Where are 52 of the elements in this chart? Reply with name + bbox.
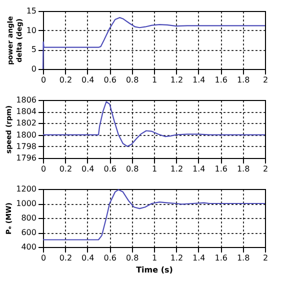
x-tick-label: 0.8: [126, 76, 139, 84]
y-tick-label: 400: [21, 242, 36, 252]
x-tick-label: 1.8: [236, 164, 250, 174]
y-tick-label: 0: [31, 64, 36, 74]
x-tick-label: 0.4: [82, 164, 94, 174]
y-tick-label: 1000: [16, 199, 36, 208]
x-tick-label: 0.6: [104, 254, 116, 262]
x-tick-label: 1.4: [192, 76, 206, 84]
y-tick-label: 1800: [16, 130, 36, 140]
x-tick-label: 1.8: [236, 76, 250, 84]
x-tick-label: 1.2: [170, 254, 184, 262]
y-tick-label: 5: [31, 45, 36, 54]
x-tick-label: 1.8: [236, 254, 250, 262]
x-axis-title: Time (s): [136, 266, 173, 274]
y-tick-label: 1796: [16, 154, 36, 162]
y-tick-label: 1200: [16, 184, 36, 194]
x-tick-label: 1.4: [192, 254, 206, 262]
x-tick-label: 0: [40, 76, 46, 84]
y-tick-label: 600: [21, 228, 36, 237]
x-tick-label: 1.2: [170, 76, 184, 84]
x-tick-label: 1.6: [214, 254, 228, 262]
line-series: [42, 101, 266, 147]
x-tick-label: 2: [262, 164, 268, 174]
y-tick-label: 1802: [16, 118, 36, 128]
x-tick-label: 2: [262, 76, 268, 84]
x-tick-label: 0.6: [104, 76, 116, 84]
x-tick-label: 0.4: [82, 76, 94, 84]
y-tick-label: 1804: [16, 107, 36, 116]
x-tick-label: 1: [152, 254, 158, 262]
y-tick-label: 1798: [16, 142, 36, 151]
y-tick-label: 1806: [16, 96, 36, 104]
x-tick-label: 0.4: [82, 254, 94, 262]
x-tick-label: 0: [40, 254, 46, 262]
y-tick-label: 15: [26, 6, 36, 16]
x-tick-label: 0.2: [59, 76, 72, 84]
x-tick-label: 0: [40, 164, 46, 174]
x-tick-label: 0.8: [126, 164, 139, 174]
x-tick-label: 0.6: [104, 164, 116, 174]
x-tick-label: 0.8: [126, 254, 139, 262]
x-tick-label: 1.4: [192, 164, 206, 174]
line-series: [42, 17, 266, 70]
x-tick-label: 0.2: [59, 254, 72, 262]
y-tick-label: 800: [21, 214, 36, 222]
y-tick-label: 10: [26, 26, 36, 35]
x-tick-label: 1.6: [214, 76, 228, 84]
x-tick-label: 0.2: [59, 164, 72, 174]
x-tick-label: 1: [152, 164, 158, 174]
line-series: [42, 189, 266, 240]
x-tick-label: 1.2: [170, 164, 184, 174]
x-tick-label: 2: [262, 254, 268, 262]
x-tick-label: 1.6: [214, 164, 228, 174]
x-tick-label: 1: [152, 76, 158, 84]
